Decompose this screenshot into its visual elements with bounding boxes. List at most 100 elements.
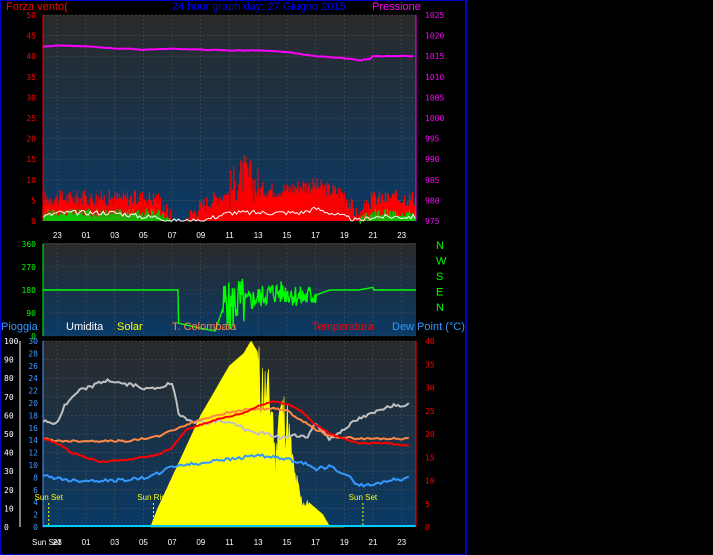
time-tick: 17 [311,231,320,240]
temperature-tick: 10 [425,477,435,486]
humidity-line [42,377,410,442]
humidity-tick: 20 [4,486,14,495]
rain-tick: 8 [33,473,38,482]
pressure-label: Pressione [372,1,421,13]
wind-tick: 25 [26,114,36,123]
time-tick: Sun Set [32,538,61,547]
time-tick: 07 [168,231,177,240]
time-tick: 15 [282,231,291,240]
temperature-label: Temperatura [312,321,374,333]
pressure-tick: 1000 [425,114,444,123]
time-tick: 01 [82,538,91,547]
sun-events: Sun Set Sun Rise Sun Set [35,493,378,527]
compass-s: S [436,271,443,283]
rain-tick: 16 [28,424,38,433]
rain-label: Pioggia [1,321,38,333]
wind-tick: 45 [26,32,36,41]
time-tick: 23 [53,538,62,547]
humidity-tick: 90 [4,356,14,365]
pressure-tick: 1005 [425,93,444,102]
time-tick: 15 [282,538,291,547]
wind-pressure-plot-area [43,15,416,221]
rain-tick: 30 [28,337,38,346]
pressure-tick: 1020 [425,32,444,41]
pressure-tick: 1025 [425,11,444,20]
solar-layer [150,341,345,528]
compass-n: N [436,302,444,314]
time-tick: 21 [369,538,378,547]
humidity-tick: 30 [4,467,14,476]
wind-tick: 20 [26,135,36,144]
wind-tick: 5 [31,196,36,205]
rain-tick: 14 [28,436,38,445]
temperature-tick: 25 [425,407,435,416]
wind-tick: 40 [26,52,36,61]
time-tick: 21 [369,231,378,240]
top-series [42,44,416,222]
time-tick: 09 [196,231,205,240]
pressure-tick: 985 [425,176,440,185]
rain-tick: 18 [28,411,38,420]
compass-e: E [436,287,443,299]
rain-tick: 0 [33,523,38,532]
wind-line [42,206,416,222]
bottom-series [42,377,416,527]
humidity-tick: 0 [4,523,9,532]
time-tick: 09 [196,538,205,547]
wind-tick: 15 [26,155,36,164]
rain-tick: 6 [33,486,38,495]
pressure-tick: 1010 [425,73,444,82]
time-tick: 03 [110,538,119,547]
time-tick: 05 [139,231,148,240]
time-tick: 23 [397,231,406,240]
direction-axis: 0 90 180 270 360 [22,240,44,341]
time-tick: 19 [340,231,349,240]
pressure-tick: 995 [425,135,440,144]
time-tick: 13 [254,231,263,240]
direction-series [43,278,416,332]
humidity-label: Umidita [66,321,104,333]
solar-label: Solar [117,321,143,333]
time-tick: 05 [139,538,148,547]
direction-tick: 180 [22,286,37,295]
pressure-axis: 975 980 985 990 995 1000 1005 1010 1015 1020 1025 [415,11,444,226]
temperature-axis: 0 5 10 15 20 25 30 35 40 [415,337,435,532]
wind-tick: 35 [26,73,36,82]
colombaia-line [42,406,409,443]
time-tick: 23 [397,538,406,547]
pressure-tick: 990 [425,155,440,164]
time-tick: 23 [53,231,62,240]
wind-speed-axis: 0 5 10 15 20 25 30 35 40 45 50 [26,11,44,226]
direction-tick: 360 [22,240,37,249]
compass-w: W [436,256,447,268]
sun-event-label: Sun Set [349,493,378,502]
wind-tick: 0 [31,217,36,226]
dew-point-label: Dew Point (°C) [392,321,465,333]
time-tick: 19 [340,538,349,547]
time-tick: 03 [110,231,119,240]
solar-area [150,341,345,528]
temperature-line [42,400,410,464]
humidity-tick: 10 [4,504,14,513]
humidity-tick: 60 [4,411,14,420]
direction-line [43,278,416,332]
direction-tick: 0 [31,332,36,341]
direction-tick: 90 [26,309,36,318]
top-time-axis: 23 01 03 05 07 09 11 13 15 17 19 21 23 [53,231,407,240]
pressure-tick: 1015 [425,52,444,61]
temperature-tick: 30 [425,384,435,393]
wind-tick: 10 [26,176,36,185]
rain-tick: 10 [28,461,38,470]
temperature-tick: 5 [425,500,430,509]
rain-tick: 24 [28,374,38,383]
pressure-line [42,44,414,62]
temperature-tick: 15 [425,453,435,462]
humidity-tick: 40 [4,449,14,458]
time-tick: 13 [254,538,263,547]
time-tick: 17 [311,538,320,547]
time-tick: 01 [82,231,91,240]
